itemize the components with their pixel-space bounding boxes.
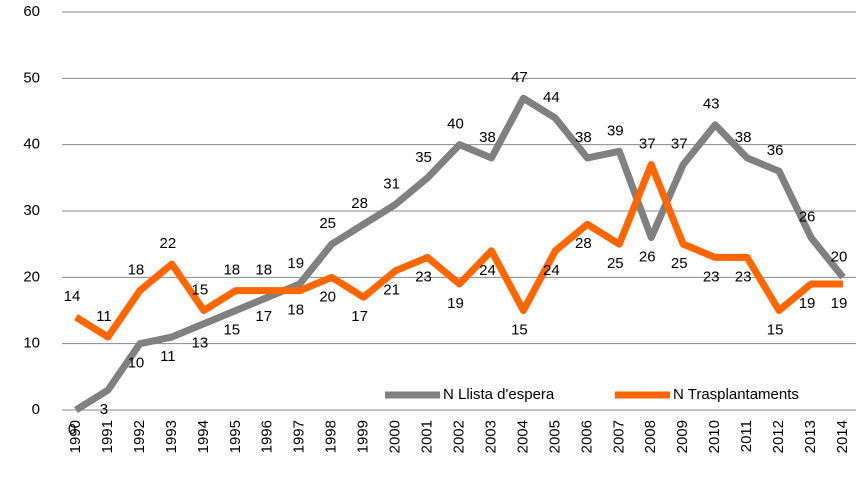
data-label: 35: [415, 149, 432, 166]
data-label: 38: [735, 129, 752, 146]
data-label: 18: [223, 262, 240, 279]
data-label: 23: [415, 268, 432, 285]
y-tick-label: 30: [23, 202, 40, 219]
data-label: 37: [671, 136, 688, 153]
legend-label: N Llista d'espera: [443, 386, 555, 403]
data-label: 26: [639, 249, 656, 266]
y-tick-label: 20: [23, 268, 40, 285]
data-label: 19: [799, 295, 816, 312]
data-label: 36: [767, 142, 784, 159]
x-tick-label: 1995: [227, 420, 244, 453]
x-tick-label: 2014: [834, 420, 851, 453]
data-label: 18: [255, 262, 272, 279]
data-label: 22: [160, 235, 177, 252]
data-label: 25: [319, 215, 336, 232]
data-label: 21: [383, 282, 400, 299]
x-tick-label: 1996: [259, 420, 276, 453]
data-label: 37: [639, 136, 656, 153]
data-label: 11: [160, 348, 176, 365]
data-label: 38: [575, 129, 592, 146]
data-label: 13: [191, 335, 208, 352]
data-label: 44: [543, 89, 560, 106]
data-label: 24: [479, 262, 496, 279]
data-label: 39: [607, 122, 624, 139]
data-label: 17: [255, 308, 272, 325]
data-label: 26: [799, 209, 816, 226]
data-label: 28: [575, 235, 592, 252]
x-tick-label: 2007: [610, 420, 627, 453]
x-tick-label: 1997: [291, 420, 308, 453]
x-tick-label: 2005: [546, 420, 563, 453]
x-tick-label: 2006: [578, 420, 595, 453]
data-label: 25: [607, 255, 624, 272]
x-tick-label: 1992: [131, 420, 148, 453]
data-label: 47: [511, 69, 528, 86]
x-tick-label: 2002: [450, 420, 467, 453]
data-label: 18: [287, 302, 304, 319]
series-line: [74, 161, 843, 341]
data-label: 40: [447, 116, 464, 133]
data-label: 24: [543, 262, 560, 279]
data-label: 15: [511, 321, 528, 338]
data-label: 25: [671, 255, 688, 272]
legend-label: N Trasplantaments: [673, 386, 799, 403]
data-label: 15: [223, 321, 240, 338]
data-label: 31: [383, 175, 400, 192]
data-label: 20: [831, 248, 848, 265]
x-tick-label: 2013: [802, 420, 819, 453]
x-tick-label: 2011: [738, 420, 755, 452]
x-tick-label: 2003: [482, 420, 499, 453]
x-tick-label: 1994: [195, 420, 212, 453]
data-label: 23: [703, 268, 720, 285]
data-label: 20: [319, 288, 336, 305]
x-tick-label: 1990: [67, 420, 84, 453]
data-label: 15: [191, 281, 208, 298]
data-label: 18: [128, 262, 145, 279]
y-tick-label: 40: [23, 136, 40, 153]
y-tick-label: 50: [23, 69, 40, 86]
x-tick-label: 1993: [163, 420, 180, 453]
y-tick-label: 0: [32, 401, 40, 418]
y-tick-label: 60: [23, 3, 40, 20]
data-label: 15: [767, 321, 784, 338]
data-label: 19: [447, 295, 464, 312]
x-tick-label: 1999: [355, 420, 372, 453]
data-label: 3: [100, 401, 108, 418]
data-label: 38: [479, 129, 496, 146]
x-tick-label: 1991: [99, 420, 116, 453]
x-tick-label: 2009: [674, 420, 691, 453]
data-label: 11: [96, 308, 112, 325]
x-tick-label: 2000: [387, 420, 404, 453]
series-line: [74, 94, 846, 413]
data-label: 23: [735, 268, 752, 285]
data-label: 28: [351, 195, 368, 212]
x-tick-label: 2010: [706, 420, 723, 453]
data-label: 0: [68, 421, 76, 438]
data-label: 17: [351, 308, 368, 325]
data-label: 19: [287, 255, 304, 272]
x-tick-label: 2008: [642, 420, 659, 453]
data-label: 14: [64, 288, 81, 305]
data-label: 10: [128, 355, 145, 372]
data-label: 19: [831, 295, 848, 312]
x-tick-label: 2004: [514, 420, 531, 453]
data-label: 43: [703, 96, 720, 113]
y-tick-label: 10: [23, 335, 40, 352]
x-tick-label: 1998: [323, 420, 340, 453]
x-tick-label: 2012: [770, 420, 787, 453]
x-tick-label: 2001: [419, 420, 436, 453]
